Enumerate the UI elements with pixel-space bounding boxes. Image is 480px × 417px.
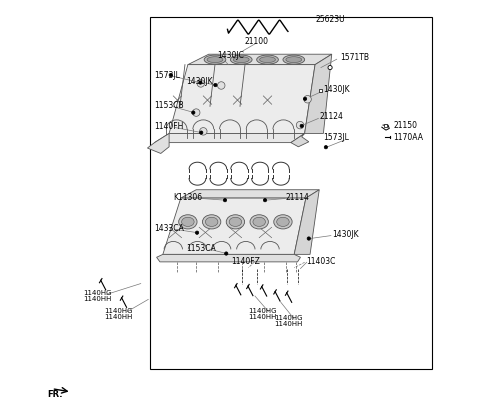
- Text: 1140HG: 1140HG: [84, 290, 112, 296]
- Ellipse shape: [226, 215, 245, 229]
- Circle shape: [300, 124, 303, 128]
- Text: 1430JK: 1430JK: [324, 85, 350, 94]
- Ellipse shape: [205, 217, 218, 226]
- Text: 21124: 21124: [319, 112, 343, 121]
- Bar: [319, 89, 322, 92]
- Ellipse shape: [283, 55, 305, 64]
- Ellipse shape: [253, 217, 265, 226]
- Text: 21114: 21114: [286, 193, 310, 202]
- Polygon shape: [294, 190, 319, 254]
- Circle shape: [324, 146, 327, 149]
- Text: 1140HH: 1140HH: [248, 314, 276, 320]
- Polygon shape: [291, 133, 309, 147]
- Ellipse shape: [286, 57, 302, 63]
- Ellipse shape: [276, 217, 289, 226]
- Circle shape: [303, 97, 307, 100]
- Text: 1430JC: 1430JC: [217, 51, 244, 60]
- Polygon shape: [305, 54, 332, 133]
- Text: 1140HG: 1140HG: [274, 315, 303, 321]
- Polygon shape: [181, 190, 319, 198]
- Ellipse shape: [207, 57, 223, 63]
- Circle shape: [199, 81, 202, 84]
- Text: 1140HG: 1140HG: [105, 308, 133, 314]
- Ellipse shape: [257, 55, 278, 64]
- Ellipse shape: [203, 215, 221, 229]
- Ellipse shape: [179, 215, 197, 229]
- Circle shape: [328, 65, 332, 70]
- Ellipse shape: [274, 215, 292, 229]
- Circle shape: [192, 111, 195, 114]
- Circle shape: [192, 109, 200, 116]
- Text: 1430JK: 1430JK: [332, 230, 359, 239]
- Circle shape: [200, 131, 203, 134]
- Polygon shape: [155, 133, 305, 143]
- Text: 25623U: 25623U: [315, 15, 345, 24]
- Circle shape: [223, 198, 227, 202]
- Circle shape: [217, 82, 225, 89]
- Circle shape: [197, 80, 204, 87]
- Text: 1140FH: 1140FH: [155, 122, 184, 131]
- Text: 1170AA: 1170AA: [394, 133, 423, 142]
- Polygon shape: [147, 133, 169, 153]
- Circle shape: [169, 73, 172, 77]
- Text: K11306: K11306: [173, 193, 203, 202]
- Ellipse shape: [181, 217, 194, 226]
- Bar: [150, 17, 432, 369]
- Ellipse shape: [260, 57, 276, 63]
- Circle shape: [264, 198, 267, 202]
- Text: 1571TB: 1571TB: [340, 53, 369, 62]
- Circle shape: [200, 128, 207, 135]
- Circle shape: [296, 121, 304, 129]
- Text: 1153CB: 1153CB: [155, 100, 184, 110]
- Polygon shape: [156, 254, 300, 262]
- Polygon shape: [163, 198, 306, 254]
- Text: 1140HH: 1140HH: [105, 314, 133, 320]
- Bar: [384, 125, 386, 128]
- Text: FR.: FR.: [48, 390, 63, 399]
- Text: 1430JK: 1430JK: [186, 77, 213, 86]
- Ellipse shape: [233, 57, 249, 63]
- Text: 1140FZ: 1140FZ: [232, 256, 261, 266]
- Ellipse shape: [204, 55, 226, 64]
- Text: 21150: 21150: [394, 121, 418, 131]
- Text: 1573JL: 1573JL: [324, 133, 349, 142]
- Text: 1140HH: 1140HH: [84, 296, 112, 302]
- Text: 1573JL: 1573JL: [155, 70, 180, 80]
- Circle shape: [214, 83, 217, 87]
- Ellipse shape: [230, 55, 252, 64]
- Polygon shape: [169, 65, 315, 133]
- Circle shape: [304, 95, 312, 103]
- Circle shape: [307, 237, 311, 240]
- Text: 21100: 21100: [245, 37, 269, 46]
- Text: 1140HG: 1140HG: [248, 308, 277, 314]
- Text: 11403C: 11403C: [306, 256, 335, 266]
- Text: 1153CA: 1153CA: [186, 244, 216, 253]
- Circle shape: [195, 231, 199, 234]
- Text: 1433CA: 1433CA: [155, 224, 184, 233]
- Circle shape: [225, 252, 228, 255]
- Ellipse shape: [229, 217, 241, 226]
- Ellipse shape: [250, 215, 268, 229]
- Text: 1140HH: 1140HH: [274, 322, 302, 327]
- Polygon shape: [188, 54, 332, 65]
